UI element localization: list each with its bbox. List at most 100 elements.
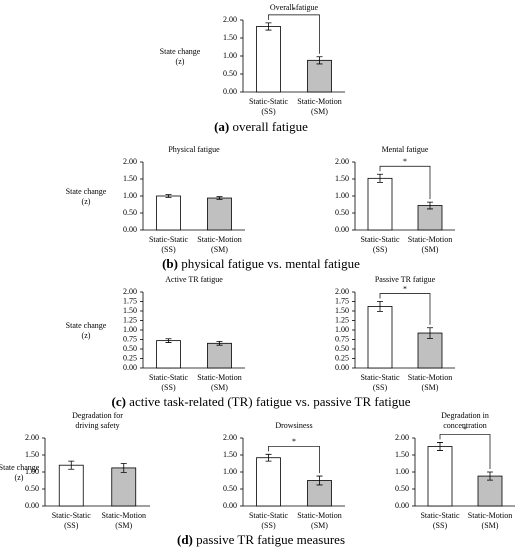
x-tick-label: Static-Motion xyxy=(408,373,452,382)
caption: (d) passive TR fatigue measures xyxy=(177,532,345,547)
error-bar xyxy=(437,442,443,451)
y-tick-label: 0.50 xyxy=(25,484,39,493)
y-tick-label: 1.25 xyxy=(335,315,349,324)
x-tick-label: Static-Motion xyxy=(468,511,512,520)
chart-title: Active TR fatigue xyxy=(165,275,223,284)
x-tick-label: (SM) xyxy=(311,107,328,116)
y-axis-label: (z) xyxy=(82,331,91,340)
y-tick-label: 0.50 xyxy=(335,344,349,353)
x-tick-label: Static-Static xyxy=(149,373,189,382)
y-axis-label: State change xyxy=(160,47,201,56)
y-tick-label: 1.00 xyxy=(335,325,349,334)
error-bar xyxy=(316,475,323,486)
x-tick-label: (SM) xyxy=(211,245,228,254)
error-bar xyxy=(377,173,383,183)
chart-title: Passive TR fatigue xyxy=(375,275,436,284)
bar xyxy=(307,59,332,93)
chart-title: Physical fatigue xyxy=(168,145,220,154)
caption-label: (d) xyxy=(177,532,193,547)
x-tick-label: (SS) xyxy=(373,245,388,254)
x-tick-label: Static-Motion xyxy=(297,511,341,520)
x-tick-label: Static-Static xyxy=(360,373,400,382)
y-tick-label: 0.75 xyxy=(335,334,349,343)
y-tick-label: 2.00 xyxy=(123,287,137,296)
y-tick-label: 0.00 xyxy=(335,363,349,372)
y-tick-label: 0.50 xyxy=(223,69,237,78)
y-tick-label: 0.50 xyxy=(123,208,137,217)
y-axis-label: (z) xyxy=(15,473,24,482)
x-tick-label: (SM) xyxy=(211,383,228,392)
y-tick-label: 1.00 xyxy=(395,467,409,476)
bar xyxy=(427,446,453,507)
bar xyxy=(156,195,181,231)
error-bar xyxy=(120,463,127,473)
y-tick-label: 2.00 xyxy=(335,157,349,166)
y-tick-label: 0.00 xyxy=(25,501,39,510)
bar xyxy=(417,205,443,231)
significance-label: * xyxy=(292,6,296,15)
x-tick-label: Static-Static xyxy=(249,97,289,106)
bar xyxy=(256,26,281,93)
chart-title: Degradation for xyxy=(72,411,123,420)
y-tick-label: 2.00 xyxy=(223,433,237,442)
error-bar xyxy=(265,22,272,31)
bar xyxy=(156,340,181,369)
caption: (a) overall fatigue xyxy=(214,119,308,134)
chart-title: Overall fatigue xyxy=(270,3,319,12)
error-bar xyxy=(377,301,383,312)
x-tick-label: Static-Motion xyxy=(197,373,241,382)
y-tick-label: 0.00 xyxy=(395,501,409,510)
y-tick-label: 0.25 xyxy=(123,353,137,362)
y-tick-label: 2.00 xyxy=(25,433,39,442)
significance-label: * xyxy=(403,284,407,293)
y-tick-label: 1.50 xyxy=(223,450,237,459)
y-tick-label: 1.50 xyxy=(25,450,39,459)
caption-text: active task-related (TR) fatigue vs. pas… xyxy=(129,394,411,409)
y-tick-label: 1.50 xyxy=(223,33,237,42)
y-tick-label: 0.50 xyxy=(395,484,409,493)
x-tick-label: Static-Static xyxy=(52,511,92,520)
y-tick-label: 0.00 xyxy=(223,501,237,510)
y-axis-label: State change xyxy=(0,463,40,472)
x-tick-label: Static-Static xyxy=(360,235,400,244)
y-tick-label: 1.00 xyxy=(223,51,237,60)
chart-title: Degradation in xyxy=(441,411,489,420)
y-axis-label: (z) xyxy=(82,197,91,206)
x-tick-label: (SS) xyxy=(261,521,276,530)
error-bar xyxy=(427,201,433,210)
x-tick-label: (SS) xyxy=(161,383,176,392)
significance-label: * xyxy=(403,157,407,166)
y-tick-label: 2.00 xyxy=(123,157,137,166)
y-tick-label: 1.00 xyxy=(223,467,237,476)
bar xyxy=(367,177,393,231)
x-tick-label: (SM) xyxy=(422,383,439,392)
x-tick-label: Static-Motion xyxy=(197,235,241,244)
y-tick-label: 0.75 xyxy=(123,334,137,343)
bar xyxy=(58,464,84,507)
y-tick-label: 1.75 xyxy=(335,296,349,305)
x-tick-label: (SS) xyxy=(161,245,176,254)
bar xyxy=(367,306,393,369)
error-bar xyxy=(265,453,272,462)
y-tick-label: 1.75 xyxy=(123,296,137,305)
significance-label: * xyxy=(463,425,467,434)
y-tick-label: 0.00 xyxy=(335,225,349,234)
y-tick-label: 0.00 xyxy=(223,87,237,96)
caption-text: physical fatigue vs. mental fatigue xyxy=(181,256,360,271)
x-tick-label: (SS) xyxy=(433,521,448,530)
y-axis-label: State change xyxy=(66,187,107,196)
x-tick-label: Static-Motion xyxy=(297,97,341,106)
x-tick-label: (SM) xyxy=(482,521,499,530)
y-tick-label: 0.00 xyxy=(123,225,137,234)
x-tick-label: Static-Static xyxy=(249,511,289,520)
y-tick-label: 0.00 xyxy=(123,363,137,372)
y-tick-label: 1.50 xyxy=(395,450,409,459)
y-tick-label: 1.00 xyxy=(123,325,137,334)
error-bar xyxy=(316,56,323,65)
y-tick-label: 1.25 xyxy=(123,315,137,324)
x-tick-label: (SM) xyxy=(311,521,328,530)
y-tick-label: 0.50 xyxy=(123,344,137,353)
y-tick-label: 1.50 xyxy=(123,174,137,183)
y-tick-label: 1.00 xyxy=(25,467,39,476)
